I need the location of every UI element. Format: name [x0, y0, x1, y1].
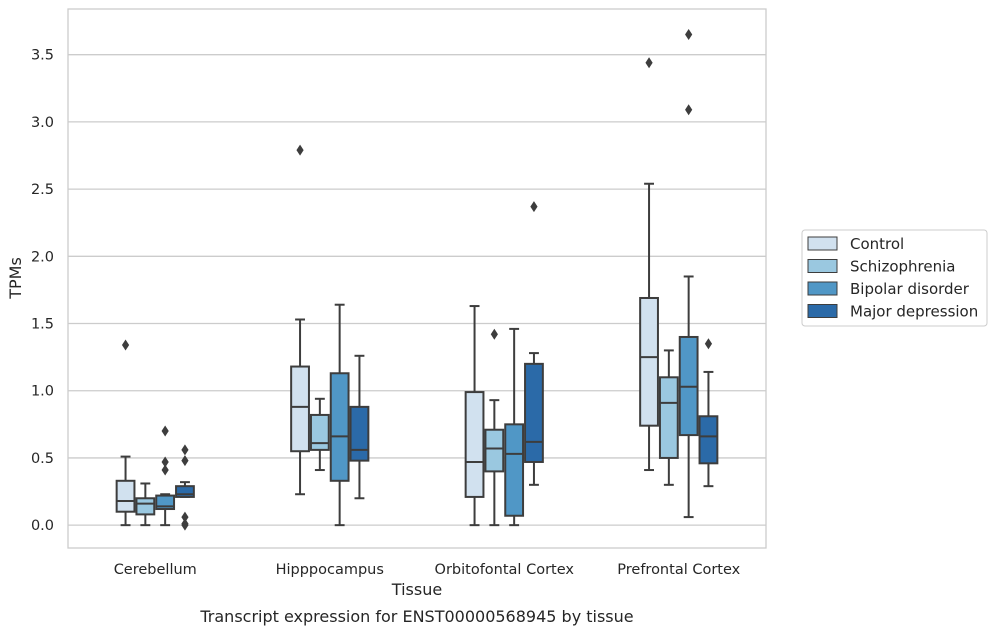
box-iqr [698, 415, 719, 465]
x-tick-label: Orbitofontal Cortex [435, 562, 575, 578]
outlier-point [296, 144, 304, 156]
box [115, 339, 136, 527]
y-tick-label: 0.5 [31, 451, 54, 467]
outlier-point [161, 456, 169, 468]
box [349, 354, 370, 500]
x-tick-label: Cerebellum [114, 562, 197, 578]
legend-swatch [807, 236, 838, 251]
outlier-point [181, 519, 189, 531]
y-tick-label: 1.0 [31, 384, 54, 400]
chart-caption: Transcript expression for ENST0000056894… [199, 607, 633, 626]
box-iqr [464, 391, 485, 498]
outlier-point [490, 328, 498, 340]
legend-label: Control [850, 235, 904, 253]
box-iqr [484, 428, 505, 473]
box [639, 57, 659, 472]
box [175, 444, 195, 531]
legend-frame [801, 229, 988, 327]
box [290, 144, 310, 496]
box-iqr [349, 405, 370, 462]
legend-label: Major depression [850, 303, 978, 321]
y-axis-label: TPMs [6, 257, 25, 300]
box-iqr [639, 296, 659, 427]
y-tick-label: 2.0 [31, 249, 54, 265]
box-iqr [135, 497, 156, 516]
outlier-point [685, 104, 693, 116]
legend-swatch [807, 259, 838, 273]
box [524, 201, 544, 486]
x-axis-label: Tissue [391, 580, 442, 599]
box [484, 328, 505, 527]
box [658, 349, 679, 486]
y-tick-labels: 0.0 0.5 1.0 1.5 2.0 2.5 3.0 3.5 [31, 48, 54, 534]
box [135, 482, 156, 527]
box-series [115, 29, 719, 531]
box [464, 305, 485, 527]
box [329, 303, 350, 527]
legend: Control Schizophrenia Bipolar disorder Majo… [801, 229, 988, 327]
box [309, 397, 330, 472]
box [698, 338, 719, 488]
box-iqr [309, 413, 330, 451]
outlier-point [181, 511, 189, 523]
outlier-point [121, 339, 130, 351]
y-tick-label: 2.5 [31, 182, 54, 198]
box-iqr [504, 423, 525, 517]
y-tick-label: 1.5 [31, 317, 54, 333]
x-tick-label: Prefrontal Cortex [617, 562, 740, 578]
x-tick-label: Hipppocampus [276, 562, 384, 578]
outlier-point [530, 201, 538, 213]
outlier-point [645, 57, 653, 69]
legend-label: Bipolar disorder [850, 280, 970, 298]
legend-swatch [807, 304, 838, 318]
y-tick-label: 3.0 [31, 115, 54, 131]
y-tick-label: 3.5 [31, 48, 54, 64]
outlier-point [181, 455, 189, 467]
outlier-point [161, 425, 169, 437]
outlier-point [181, 444, 189, 456]
box-iqr [290, 365, 310, 453]
legend-label: Schizophrenia [850, 258, 955, 276]
box [678, 29, 699, 519]
x-tick-labels: Cerebellum Hipppocampus Orbitofontal Corte… [114, 562, 741, 578]
y-tick-label: 0.0 [31, 518, 54, 534]
box-iqr [524, 362, 544, 463]
outlier-point [161, 464, 169, 476]
box-iqr [658, 376, 679, 459]
box-iqr [175, 485, 195, 498]
box [504, 327, 525, 527]
legend-swatch [807, 281, 838, 296]
outlier-point [685, 29, 693, 41]
box-iqr [329, 372, 350, 482]
box-iqr [115, 479, 136, 513]
outlier-point [704, 338, 713, 350]
box [155, 425, 176, 527]
plot-area [67, 8, 767, 549]
